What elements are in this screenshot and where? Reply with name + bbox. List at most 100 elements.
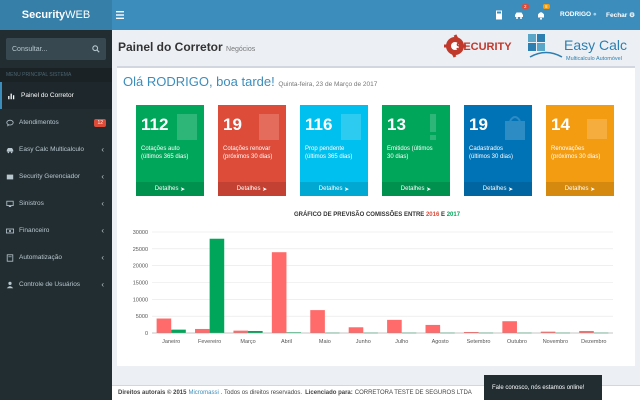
tile-renovacoes[interactable]: 14 Renovações (próximos 30 dias) Detalhes… <box>546 105 614 196</box>
commission-forecast-chart: 0 5000 10000 15000 20000 25000 30000 Janeiro Fev… <box>133 230 613 345</box>
users-icon <box>6 281 14 288</box>
car-notification-badge: 2 <box>522 4 529 9</box>
x-tick-label: Setembro <box>467 339 491 345</box>
x-tick-label: Janeiro <box>162 339 180 345</box>
chevron-left-icon: ‹ <box>101 253 104 262</box>
search-icon[interactable] <box>92 45 100 53</box>
app-logo[interactable]: Security WEB <box>0 0 112 30</box>
user-menu[interactable]: RODRIGO ● <box>560 11 597 18</box>
bell-notification-badge: 8 <box>543 4 550 9</box>
x-tick-label: Novembro <box>543 339 568 345</box>
menu-section-header: MENU PRINCIPAL SISTEMA <box>0 68 112 82</box>
easy-calc-logo-text: Easy Calc <box>564 37 627 53</box>
security-logo: SECURITY <box>444 34 512 58</box>
sidebar-item-automatizacao[interactable]: Automatização ‹ <box>0 244 112 271</box>
tile-emitidos[interactable]: 13 Emitidos (últimos 30 dias) Detalhes ➤ <box>382 105 450 196</box>
tile-label-line2: (últimos 30 dias) <box>469 154 514 161</box>
app-name-bold: Security <box>21 9 66 21</box>
bar-2016-janeiro <box>156 318 172 333</box>
top-navbar: 2 8 RODRIGO ● Fechar ⚙ <box>112 0 640 30</box>
tile-value: 19 <box>469 115 488 134</box>
x-tick-label: Março <box>240 339 255 345</box>
x-tick-label: Junho <box>356 339 371 345</box>
sidebar-item-label: Controle de Usuários <box>19 281 81 288</box>
car-icon[interactable] <box>514 10 524 20</box>
sidebar-item-financeiro[interactable]: Financeiro ‹ <box>0 217 112 244</box>
tile-label-line1: Prop pendente <box>305 146 345 152</box>
x-tick-label: Fevereiro <box>198 339 221 345</box>
tile-details-link[interactable]: Detalhes ➤ <box>218 182 286 196</box>
tile-details-link[interactable]: Detalhes ➤ <box>136 182 204 196</box>
sidebar-item-label: Security Gerenciador <box>19 173 81 180</box>
bar-2016-agosto <box>425 324 441 333</box>
chart-title-text: GRÁFICO DE PREVISÃO COMISSÕES ENTRE <box>293 212 425 218</box>
x-tick-label: Dezembro <box>581 339 606 345</box>
chevron-left-icon: ‹ <box>101 172 104 181</box>
tile-details-link[interactable]: Detalhes ➤ <box>382 182 450 196</box>
sidebar-item-painel[interactable]: Painel do Corretor <box>0 82 112 109</box>
tile-footer-label: Detalhes <box>318 186 343 192</box>
greeting: Olá RODRIGO, boa tarde! Quinta-feira, 23… <box>123 74 377 89</box>
bar-2016-setembro <box>463 331 479 333</box>
tile-cotacoes-renovar[interactable]: 19 Cotações renovar (próximos 30 dias) De… <box>218 105 286 196</box>
page-title: Painel do Corretor Negócios <box>118 40 255 54</box>
bar-2016-novembro <box>540 331 556 333</box>
chart-title-year-2: 2017 <box>446 212 461 218</box>
tile-cadastrados[interactable]: 19 Cadastrados (últimos 30 dias) Detalhes… <box>464 105 532 196</box>
tile-value: 112 <box>141 115 169 134</box>
sidebar-item-label: Painel do Corretor <box>21 92 74 99</box>
bar-2017-março <box>248 330 263 333</box>
desktop-icon <box>6 200 14 207</box>
logout-button[interactable]: Fechar ⚙ <box>606 11 635 19</box>
tile-label-line2: (próximos 30 dias) <box>223 154 273 161</box>
live-chat-button[interactable]: Fale conosco, nós estamos online! <box>484 375 602 400</box>
arrow-right-circle-icon: ➤ <box>426 186 432 193</box>
tile-details-link[interactable]: Detalhes ➤ <box>300 182 368 196</box>
search-input[interactable]: Consultar... <box>6 38 106 60</box>
tile-cotacoes-auto[interactable]: 112 Cotações auto (últimos 365 dias) Deta… <box>136 105 204 196</box>
sidebar-item-atendimentos[interactable]: Atendimentos 12 <box>0 109 112 136</box>
y-tick-label: 10000 <box>133 297 148 303</box>
exclamation-icon <box>430 114 436 140</box>
sidebar-item-label: Easy Calc Multicalculo <box>19 146 85 153</box>
tile-label-line2: (últimos 365 dias) <box>141 154 189 161</box>
footer-rights: . Todos os direitos reservados. <box>220 390 303 396</box>
sidebar-item-controle-usuarios[interactable]: Controle de Usuários ‹ <box>0 271 112 298</box>
bar-2016-abril <box>271 252 287 333</box>
sidebar-item-label: Atendimentos <box>19 119 59 126</box>
sidebar: Security WEB Consultar... MENU PRINCIPAL … <box>0 0 112 400</box>
tile-prop-pendente[interactable]: 116 Prop pendente (últimos 365 dias) Deta… <box>300 105 368 196</box>
y-tick-label: 5000 <box>136 314 148 320</box>
x-tick-label: Agosto <box>432 339 449 345</box>
sidebar-item-label: Sinistros <box>19 200 44 207</box>
bell-icon[interactable] <box>536 10 546 20</box>
tile-value: 116 <box>305 115 333 134</box>
tile-label-line1: Cadastrados <box>469 146 504 152</box>
tile-label: Cadastrados (últimos 30 dias) <box>469 145 529 161</box>
chart-title-conjunction: E <box>441 212 446 218</box>
tile-details-link[interactable]: Detalhes ➤ <box>546 182 614 196</box>
tile-details-link[interactable]: Detalhes ➤ <box>464 182 532 196</box>
book-icon <box>6 253 14 262</box>
sidebar-item-security-gerenciador[interactable]: Security Gerenciador ‹ <box>0 163 112 190</box>
document-icon <box>341 114 361 140</box>
tile-label-line2: (últimos 365 dias) <box>305 154 353 161</box>
folder-icon <box>587 119 607 139</box>
tile-footer-label: Detalhes <box>236 186 261 192</box>
sidebar-item-easy-calc[interactable]: Easy Calc Multicalculo ‹ <box>0 136 112 163</box>
footer-licensed-to: CORRETORA TESTE DE SEGUROS LTDA <box>354 390 472 396</box>
hamburger-menu-icon[interactable] <box>116 9 126 21</box>
chevron-left-icon: ‹ <box>101 226 104 235</box>
easy-calc-logo-subtitle: Multicalculo Automóvel <box>566 56 622 62</box>
tile-footer-label: Detalhes <box>564 186 589 192</box>
security-logo-text: SECURITY <box>456 41 512 53</box>
arrow-right-circle-icon: ➤ <box>508 186 514 193</box>
bar-2016-junho <box>348 327 364 333</box>
sidebar-item-sinistros[interactable]: Sinistros ‹ <box>0 190 112 217</box>
calculator-icon[interactable] <box>494 10 504 20</box>
footer-company-link[interactable]: Micromassi <box>188 390 219 396</box>
y-tick-label: 25000 <box>133 247 148 253</box>
tile-label: Emitidos (últimos 30 dias) <box>387 145 447 161</box>
tile-footer-label: Detalhes <box>482 186 507 192</box>
search-placeholder: Consultar... <box>12 45 48 53</box>
